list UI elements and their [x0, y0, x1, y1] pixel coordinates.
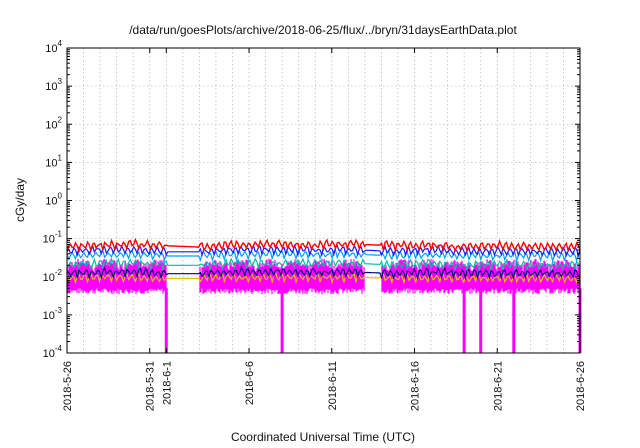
- x-tick-label: 2018-6-26: [575, 361, 587, 411]
- series-line: [66, 266, 581, 281]
- x-tick-label: 2018-5-31: [145, 361, 157, 411]
- series-line: [66, 249, 581, 263]
- y-tick-label: 100: [45, 192, 62, 208]
- x-tick-label: 2018-6-16: [410, 361, 422, 411]
- series-layer: [66, 237, 582, 353]
- y-tick-label: 103: [45, 77, 62, 93]
- chart-title: /data/run/goesPlots/archive/2018-06-25/f…: [129, 23, 517, 37]
- dropout-mark: [164, 288, 168, 353]
- y-tick-label: 10-1: [43, 230, 63, 246]
- dropout-mark: [512, 288, 516, 353]
- dropout-mark: [479, 288, 483, 353]
- series-line: [66, 237, 581, 254]
- x-axis: 2018-5-26 2018-5-31 2018-6-1 2018-6-6 2018-6…: [62, 48, 587, 411]
- dropout-mark: [280, 288, 284, 353]
- y-axis-label: cGy/day: [13, 178, 27, 222]
- y-tick-label: 102: [45, 115, 62, 131]
- x-tick-label: 2018-6-11: [327, 361, 339, 410]
- x-axis-label: Coordinated Universal Time (UTC): [231, 430, 415, 444]
- y-tick-label: 104: [45, 39, 62, 55]
- y-axis: 10-4 10-3 10-2 10-1 100 101 102 103 104: [43, 39, 580, 360]
- x-tick-label: 2018-5-26: [62, 361, 74, 411]
- y-tick-label: 10-4: [43, 344, 63, 360]
- series-line: [66, 271, 581, 285]
- y-tick-label: 101: [45, 153, 62, 169]
- x-tick-label: 2018-6-1: [161, 361, 173, 405]
- x-tick-label: 2018-6-21: [492, 361, 504, 411]
- series-line: [66, 257, 581, 273]
- dropout-mark: [462, 288, 466, 353]
- y-tick-label: 10-2: [43, 268, 63, 284]
- y-tick-label: 10-3: [43, 306, 63, 322]
- grid: [67, 48, 580, 353]
- x-tick-label: 2018-6-6: [244, 361, 256, 405]
